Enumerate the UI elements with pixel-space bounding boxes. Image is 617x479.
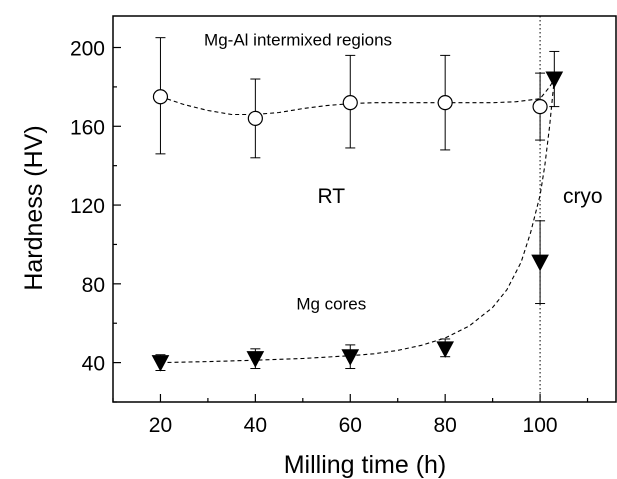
circle-marker-3 (342, 95, 358, 111)
axes (112, 15, 617, 403)
data-markers (151, 71, 564, 372)
triangle-marker-2 (246, 351, 265, 368)
triangle-marker-3 (341, 349, 360, 366)
triangle-marker-5 (531, 254, 549, 272)
tick-labels: 20 40 60 80 100 40 80 120 160 200 (70, 38, 558, 437)
annotation-4: Mg cores (296, 294, 366, 313)
triangle-marker-6 (545, 71, 564, 89)
fit-curves (160, 78, 555, 364)
x-tick-label: 80 (433, 414, 456, 437)
x-tick-label: 100 (523, 414, 558, 437)
fit-curve-1 (160, 78, 555, 116)
y-axis-title: Hardness (HV) (20, 125, 48, 290)
triangle-marker-1 (151, 355, 170, 372)
annotation-3: cryo (563, 185, 603, 208)
y-tick-label: 120 (70, 195, 105, 218)
x-tick-label: 60 (339, 414, 362, 437)
plot-frame (112, 15, 617, 403)
annotation-2: RT (317, 185, 345, 208)
annotation-1: Mg-Al intermixed regions (204, 31, 392, 50)
annotations: Mg-Al intermixed regions RT cryo Mg cores (204, 31, 603, 314)
x-axis-title: Milling time (h) (284, 451, 447, 479)
circle-marker-4 (437, 95, 453, 111)
y-tick-label: 40 (82, 353, 105, 376)
circle-marker-2 (247, 110, 263, 127)
fit-curve-2 (160, 78, 555, 364)
error-bars (155, 37, 560, 371)
y-tick-label: 160 (70, 116, 105, 139)
triangle-marker-4 (436, 341, 455, 358)
y-tick-label: 80 (82, 274, 105, 297)
circle-marker-5 (532, 98, 548, 115)
x-tick-label: 20 (149, 414, 172, 437)
y-tick-label: 200 (70, 38, 105, 61)
x-tick-label: 40 (244, 414, 267, 437)
circle-marker-1 (152, 89, 169, 105)
